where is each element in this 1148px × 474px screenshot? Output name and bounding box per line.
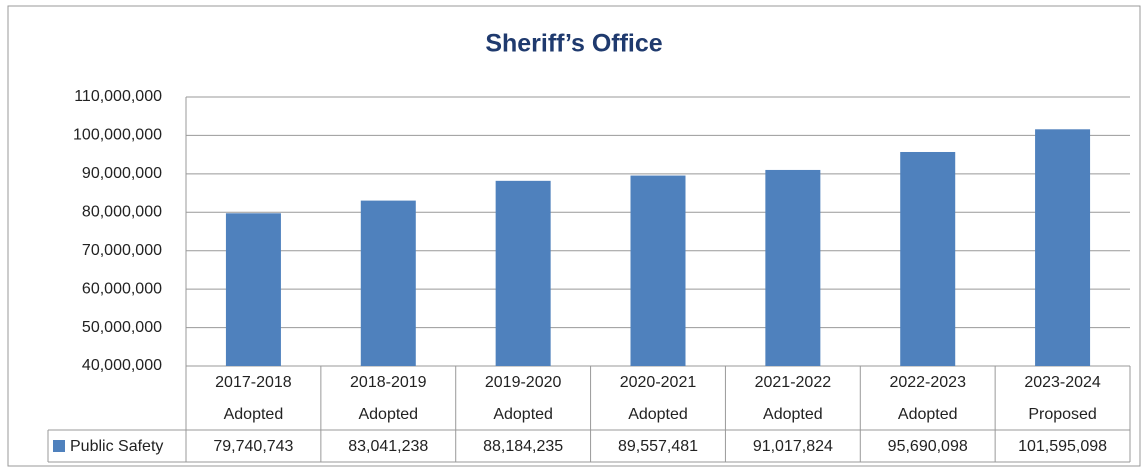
x-tick-label: 2022-2023 bbox=[889, 374, 966, 391]
y-tick-label: 100,000,000 bbox=[73, 127, 162, 144]
y-tick-label: 40,000,000 bbox=[82, 357, 162, 374]
bar bbox=[900, 151, 956, 366]
x-tick-label: 2017-2018 bbox=[215, 374, 292, 391]
y-tick-label: 50,000,000 bbox=[82, 319, 162, 336]
data-table-value: 101,595,098 bbox=[1018, 438, 1107, 455]
y-tick-label: 70,000,000 bbox=[82, 242, 162, 259]
data-table-value: 79,740,743 bbox=[213, 438, 293, 455]
legend-label: Public Safety bbox=[70, 438, 163, 455]
x-tick-label: Adopted bbox=[628, 406, 688, 423]
data-table-value: 83,041,238 bbox=[348, 438, 428, 455]
y-tick-label: 80,000,000 bbox=[82, 204, 162, 221]
x-tick-label: Proposed bbox=[1028, 406, 1097, 423]
x-tick-label: 2018-2019 bbox=[350, 374, 427, 391]
x-tick-label: 2020-2021 bbox=[620, 374, 697, 391]
x-tick-label: 2021-2022 bbox=[755, 374, 832, 391]
chart-frame bbox=[7, 5, 1141, 467]
x-tick-label: 2023-2024 bbox=[1024, 374, 1101, 391]
bar bbox=[360, 200, 416, 366]
bar bbox=[225, 213, 281, 366]
chart-title: Sheriff’s Office bbox=[485, 30, 662, 58]
x-tick-label: Adopted bbox=[493, 406, 553, 423]
legend-swatch bbox=[53, 440, 65, 452]
x-tick-label: Adopted bbox=[898, 406, 958, 423]
y-tick-label: 110,000,000 bbox=[74, 88, 162, 105]
bar bbox=[495, 180, 551, 366]
bar bbox=[630, 175, 686, 366]
data-table-value: 89,557,481 bbox=[618, 438, 698, 455]
data-table-value: 95,690,098 bbox=[888, 438, 968, 455]
x-tick-label: Adopted bbox=[358, 406, 418, 423]
y-tick-label: 60,000,000 bbox=[82, 280, 162, 297]
x-tick-label: Adopted bbox=[224, 406, 284, 423]
x-tick-label: Adopted bbox=[763, 406, 823, 423]
bar bbox=[765, 169, 821, 366]
x-tick-label: 2019-2020 bbox=[485, 374, 562, 391]
data-table-value: 88,184,235 bbox=[483, 438, 563, 455]
y-tick-label: 90,000,000 bbox=[82, 165, 162, 182]
data-table-value: 91,017,824 bbox=[753, 438, 833, 455]
bar bbox=[1035, 129, 1091, 366]
